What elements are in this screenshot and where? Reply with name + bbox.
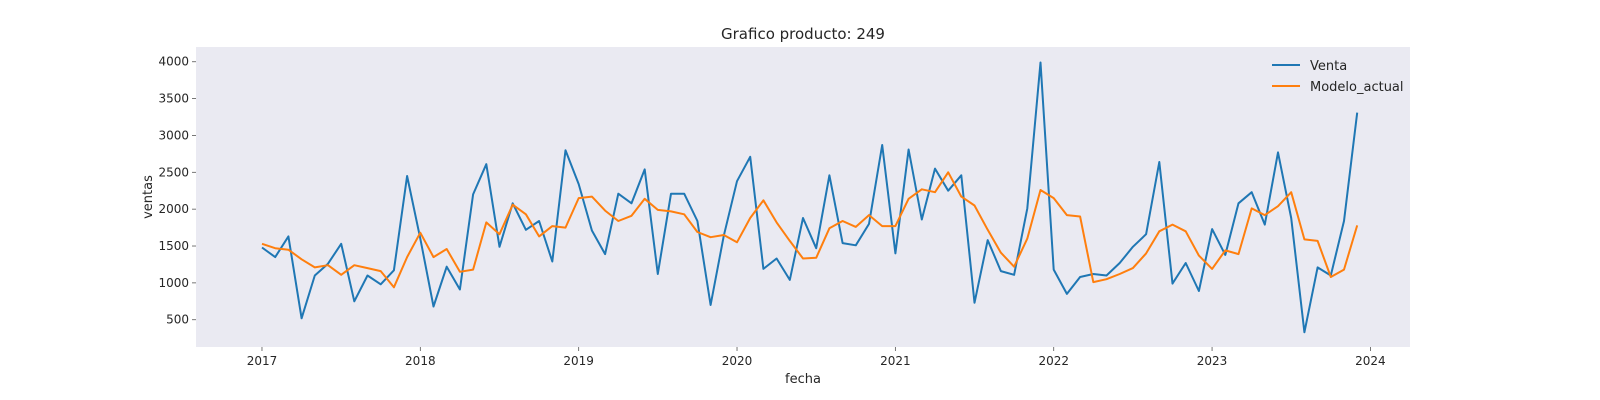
series-line-modelo-actual <box>261 171 1359 289</box>
legend: Venta Modelo_actual <box>1272 59 1404 95</box>
x-tick-label: 2020 <box>722 354 753 368</box>
y-tick-label: 500 <box>166 313 189 327</box>
x-tick-label: 2018 <box>405 354 436 368</box>
plot-area <box>196 47 1410 347</box>
x-tick-label: 2023 <box>1197 354 1228 368</box>
y-tick-label: 1500 <box>158 239 189 253</box>
y-tick-label: 3500 <box>158 92 189 106</box>
x-tick-label: 2022 <box>1038 354 1069 368</box>
y-axis-label: ventas <box>141 175 156 219</box>
legend-label-modelo-actual: Modelo_actual <box>1310 80 1404 95</box>
x-axis-label: fecha <box>785 372 821 387</box>
x-tick-label: 2017 <box>247 354 278 368</box>
y-tick-label: 4000 <box>158 55 189 69</box>
y-tick-labels: 500 1000 1500 2000 2500 3000 3500 4000 <box>158 55 196 327</box>
y-tick-label: 3000 <box>158 128 189 142</box>
y-tick-label: 2500 <box>158 165 189 179</box>
y-tick-label: 1000 <box>158 276 189 290</box>
series-lines <box>261 61 1359 334</box>
chart-title: Grafico producto: 249 <box>721 25 885 43</box>
x-tick-label: 2024 <box>1355 354 1386 368</box>
x-tick-label: 2021 <box>880 354 911 368</box>
x-tick-label: 2019 <box>563 354 594 368</box>
legend-label-venta: Venta <box>1310 59 1347 74</box>
series-line-venta <box>261 61 1359 334</box>
x-tick-labels: 2017 2018 2019 2020 2021 2022 2023 2024 <box>247 347 1386 368</box>
y-tick-label: 2000 <box>158 202 189 216</box>
